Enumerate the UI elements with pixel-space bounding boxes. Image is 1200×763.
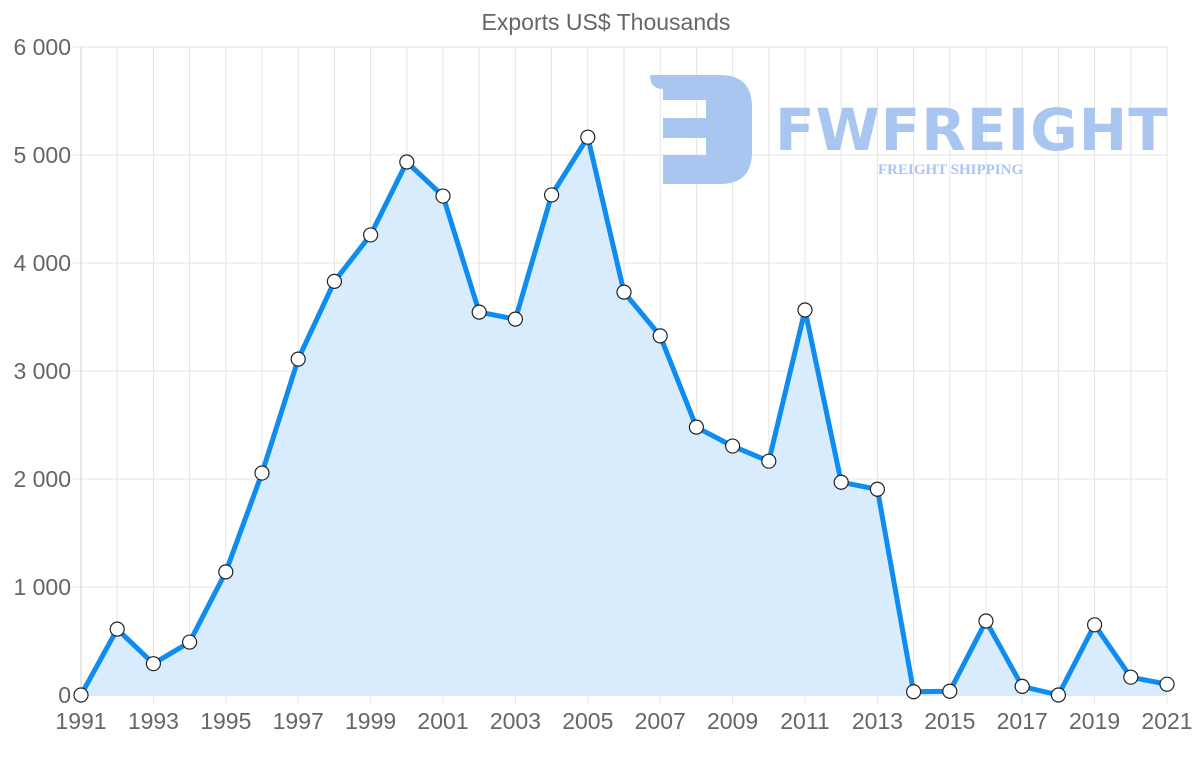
- data-point-1991[interactable]: [73, 687, 89, 703]
- x-tick-label: 1991: [55, 708, 106, 734]
- data-point-1997[interactable]: [290, 351, 306, 367]
- data-point-2020[interactable]: [1123, 669, 1139, 685]
- data-point-2017[interactable]: [1014, 678, 1030, 694]
- y-tick-label: 5 000: [13, 142, 71, 168]
- y-tick-label: 3 000: [13, 358, 71, 384]
- x-tick-label: 2005: [562, 708, 613, 734]
- data-point-2007[interactable]: [652, 328, 668, 344]
- data-point-1993[interactable]: [145, 656, 161, 672]
- data-point-1992[interactable]: [109, 621, 125, 637]
- x-tick-label: 1995: [200, 708, 251, 734]
- x-tick-label: 2011: [780, 708, 829, 734]
- data-point-2004[interactable]: [543, 187, 560, 203]
- data-point-2012[interactable]: [833, 474, 849, 490]
- data-markers: [73, 129, 1175, 703]
- data-point-1996[interactable]: [254, 465, 270, 481]
- data-point-2014[interactable]: [905, 684, 922, 700]
- data-point-2006[interactable]: [616, 284, 632, 300]
- x-tick-label: 2017: [997, 708, 1048, 734]
- x-tick-label: 2007: [635, 708, 686, 734]
- data-point-1994[interactable]: [182, 634, 198, 650]
- data-point-2003[interactable]: [507, 311, 524, 327]
- x-tick-label: 2021: [1141, 708, 1192, 734]
- watermark-brand: FWFREIGHT: [775, 96, 1169, 164]
- x-axis: 1991 1993 1995 1997 1999 2001 2003 2005 2007 2009…: [55, 708, 1192, 734]
- data-point-2008[interactable]: [688, 419, 705, 435]
- x-tick-label: 2019: [1069, 708, 1120, 734]
- data-point-2019[interactable]: [1086, 617, 1103, 633]
- y-axis: 0 1 000 2 000 3 000 4 000 5 000 6 000: [13, 34, 71, 708]
- fwfreight-watermark: FWFREIGHT FREIGHT SHIPPING: [650, 75, 1169, 184]
- x-tick-label: 1997: [273, 708, 324, 734]
- data-point-1999[interactable]: [363, 227, 379, 243]
- data-point-2010[interactable]: [761, 453, 777, 469]
- data-point-2013[interactable]: [869, 481, 886, 497]
- watermark-tagline: FREIGHT SHIPPING: [878, 162, 1023, 178]
- y-tick-label: 2 000: [13, 466, 71, 492]
- data-point-2005[interactable]: [580, 129, 596, 145]
- fwfreight-logo-icon: [650, 75, 752, 184]
- y-tick-label: 6 000: [13, 34, 71, 60]
- data-point-2002[interactable]: [471, 304, 487, 320]
- x-tick-label: 2009: [707, 708, 758, 734]
- x-tick-label: 2001: [417, 708, 468, 734]
- x-tick-label: 2003: [490, 708, 541, 734]
- x-tick-label: 1993: [128, 708, 179, 734]
- chart-title: Exports US$ Thousands: [482, 9, 731, 35]
- data-point-2018[interactable]: [1050, 687, 1067, 703]
- area-fill: [81, 137, 1167, 695]
- x-tick-label: 2013: [852, 708, 903, 734]
- x-tick-label: 2015: [924, 708, 975, 734]
- data-point-2001[interactable]: [435, 188, 451, 204]
- data-point-1998[interactable]: [326, 273, 342, 289]
- data-point-2016[interactable]: [978, 613, 994, 629]
- y-tick-label: 4 000: [13, 250, 71, 276]
- y-tick-label: 0: [58, 682, 71, 708]
- data-point-2011[interactable]: [797, 302, 813, 318]
- data-point-2000[interactable]: [399, 154, 415, 170]
- data-point-2021[interactable]: [1159, 676, 1175, 692]
- data-point-2009[interactable]: [724, 438, 741, 454]
- data-point-1995[interactable]: [218, 564, 234, 580]
- y-tick-label: 1 000: [13, 574, 71, 600]
- data-point-2015[interactable]: [942, 683, 958, 699]
- x-tick-label: 1999: [345, 708, 396, 734]
